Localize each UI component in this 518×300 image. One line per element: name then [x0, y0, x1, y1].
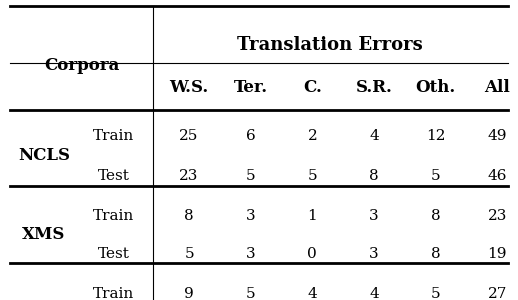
Text: 5: 5: [184, 247, 194, 260]
Text: C.: C.: [303, 79, 322, 95]
Text: 4: 4: [369, 287, 379, 300]
Text: 5: 5: [431, 169, 440, 182]
Text: Translation Errors: Translation Errors: [237, 36, 423, 54]
Text: 8: 8: [431, 247, 440, 260]
Text: Corpora: Corpora: [44, 58, 119, 74]
Text: 4: 4: [369, 130, 379, 143]
Text: 19: 19: [487, 247, 507, 260]
Text: 3: 3: [246, 247, 255, 260]
Text: 5: 5: [246, 287, 255, 300]
Text: 23: 23: [487, 209, 507, 223]
Text: 8: 8: [184, 209, 194, 223]
Text: 4: 4: [308, 287, 317, 300]
Text: 5: 5: [308, 169, 317, 182]
Text: 1: 1: [308, 209, 317, 223]
Text: 5: 5: [246, 169, 255, 182]
Text: 49: 49: [487, 130, 507, 143]
Text: 8: 8: [369, 169, 379, 182]
Text: 25: 25: [179, 130, 199, 143]
Text: XMS: XMS: [22, 226, 66, 243]
Text: Train: Train: [93, 287, 135, 300]
Text: 5: 5: [431, 287, 440, 300]
Text: Test: Test: [98, 247, 130, 260]
Text: Oth.: Oth.: [415, 79, 456, 95]
Text: NCLS: NCLS: [18, 148, 70, 164]
Text: W.S.: W.S.: [169, 79, 209, 95]
Text: All: All: [484, 79, 510, 95]
Text: Train: Train: [93, 130, 135, 143]
Text: 8: 8: [431, 209, 440, 223]
Text: 6: 6: [246, 130, 255, 143]
Text: 2: 2: [308, 130, 317, 143]
Text: Test: Test: [98, 169, 130, 182]
Text: Train: Train: [93, 209, 135, 223]
Text: 12: 12: [426, 130, 445, 143]
Text: 46: 46: [487, 169, 507, 182]
Text: 27: 27: [487, 287, 507, 300]
Text: S.R.: S.R.: [355, 79, 393, 95]
Text: 3: 3: [369, 247, 379, 260]
Text: 23: 23: [179, 169, 199, 182]
Text: 3: 3: [369, 209, 379, 223]
Text: 0: 0: [308, 247, 317, 260]
Text: 3: 3: [246, 209, 255, 223]
Text: 9: 9: [184, 287, 194, 300]
Text: Ter.: Ter.: [234, 79, 268, 95]
